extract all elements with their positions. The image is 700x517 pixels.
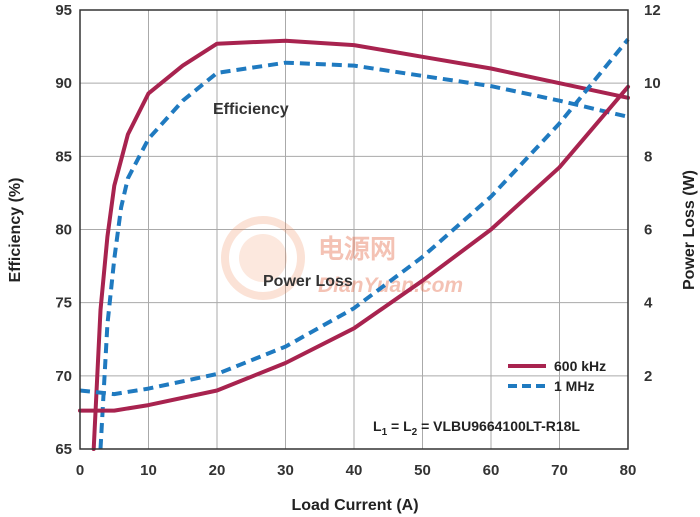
series-efficiency-600khz [91, 38, 630, 451]
y-right-tick-label: 4 [644, 295, 653, 312]
legend-label-1mhz: 1 MHz [554, 378, 594, 394]
right-axis-ticks: 2 4 6 8 10 12 [644, 2, 661, 385]
efficiency-annotation: Efficiency [213, 101, 289, 118]
inductor-note: L1 = L2 = VLBU9664100LT-R18L [373, 418, 580, 438]
legend-label-600khz: 600 kHz [554, 358, 606, 374]
y-right-tick-label: 8 [644, 148, 652, 165]
x-tick-label: 0 [76, 462, 84, 479]
y-right-tick-label: 10 [644, 75, 661, 92]
y-left-axis-title: Efficiency (%) [7, 178, 24, 283]
y-left-tick-label: 65 [55, 441, 72, 458]
series-efficiency-1mhz [98, 60, 629, 450]
y-right-tick-label: 2 [644, 368, 652, 385]
y-left-tick-label: 75 [55, 295, 72, 312]
watermark-plug-icon [239, 234, 287, 282]
power-loss-annotation: Power Loss [263, 273, 353, 290]
y-left-tick-label: 70 [55, 368, 72, 385]
x-tick-label: 40 [346, 462, 363, 479]
inductor-note-sub2: 2 [412, 427, 418, 438]
series-power-loss-1mhz [79, 38, 630, 397]
x-tick-label: 80 [620, 462, 637, 479]
y-right-axis-title: Power Loss (W) [681, 170, 698, 290]
watermark-ring-icon [221, 216, 305, 300]
inductor-note-sub1: 1 [382, 427, 388, 438]
y-left-tick-label: 80 [55, 222, 72, 239]
y-left-tick-label: 90 [55, 75, 72, 92]
watermark-line1: 电源网 [318, 234, 396, 264]
plot-frame [79, 9, 629, 450]
y-left-tick-label: 95 [55, 2, 72, 19]
x-tick-label: 30 [277, 462, 294, 479]
inductor-note-part: = VLBU9664100LT-R18L [417, 418, 580, 434]
x-axis-title: Load Current (A) [291, 497, 418, 514]
y-right-tick-label: 6 [644, 222, 652, 239]
chart-grid [79, 9, 629, 450]
x-axis-ticks: 0 10 20 30 40 50 60 70 80 [76, 462, 637, 479]
y-right-tick-label: 12 [644, 2, 661, 19]
x-tick-label: 60 [483, 462, 500, 479]
inductor-note-eq: = L [387, 418, 412, 434]
series-layer [78, 38, 630, 451]
x-tick-label: 50 [414, 462, 431, 479]
y-left-tick-label: 85 [55, 148, 72, 165]
x-tick-label: 10 [140, 462, 157, 479]
left-axis-ticks: 65 70 75 80 85 90 95 [55, 2, 72, 458]
legend: 600 kHz 1 MHz L1 = L2 = VLBU9664100LT-R1… [373, 358, 606, 438]
x-tick-label: 70 [551, 462, 568, 479]
series-power-loss-600khz [78, 84, 630, 413]
x-tick-label: 20 [209, 462, 226, 479]
inductor-note-l1: L [373, 418, 382, 434]
